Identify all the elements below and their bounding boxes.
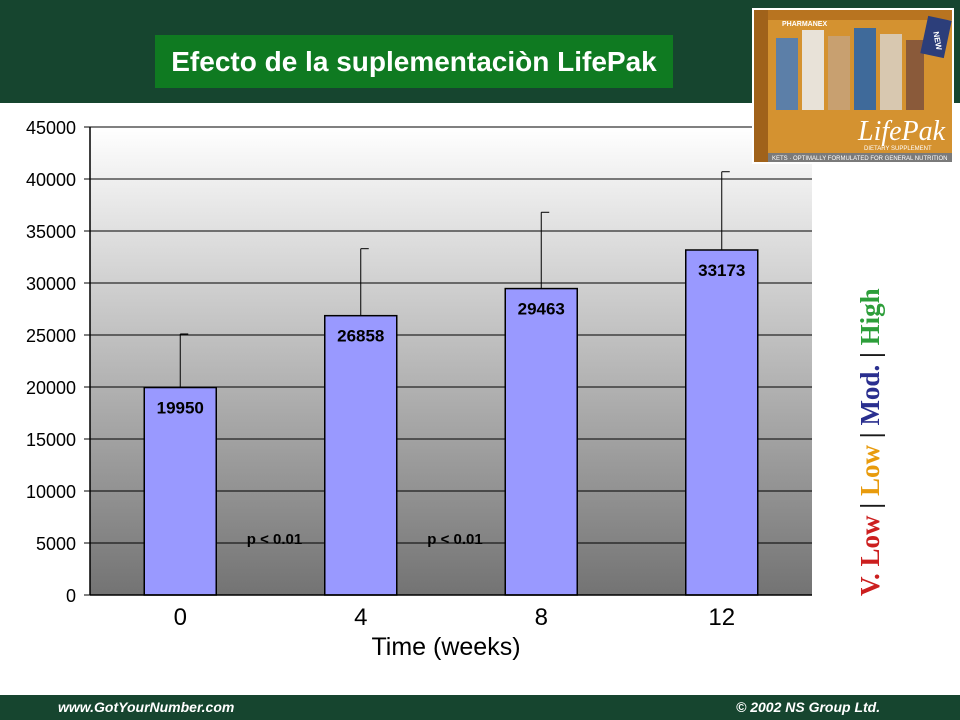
y-tick-label: 10000	[26, 482, 76, 502]
x-tick-label: 8	[535, 604, 548, 631]
y-tick-label: 35000	[26, 222, 76, 242]
data-label: 33173	[698, 261, 745, 280]
y-tick-label: 5000	[36, 534, 76, 554]
legend-low: Low	[855, 445, 885, 497]
x-tick-label: 0	[174, 604, 187, 631]
significance-annotation: p < 0.01	[427, 531, 482, 548]
y-tick-label: 20000	[26, 378, 76, 398]
legend-high: High	[855, 288, 885, 346]
legend-very-low: V. Low	[855, 515, 885, 596]
footer-band: www.GotYourNumber.com © 2002 NS Group Lt…	[0, 695, 960, 720]
bar	[504, 287, 578, 596]
bar	[685, 249, 759, 596]
y-tick-label: 0	[66, 586, 76, 606]
product-subtitle: DIETARY SUPPLEMENT	[864, 146, 932, 152]
footer-website: www.GotYourNumber.com	[58, 699, 235, 715]
level-legend: V. Low | Low | Mod. | High	[852, 266, 888, 596]
product-photo-strip	[776, 28, 924, 110]
data-label: 26858	[337, 327, 384, 346]
bar	[324, 314, 398, 596]
y-tick-label: 45000	[26, 118, 76, 138]
data-label: 29463	[518, 300, 565, 319]
legend-separator: |	[855, 352, 885, 359]
footer-copyright: © 2002 NS Group Ltd.	[736, 699, 881, 715]
legend-separator: |	[855, 432, 885, 439]
x-tick-label: 4	[354, 604, 367, 631]
bar	[143, 386, 217, 596]
product-name: LifePak	[857, 116, 946, 147]
title-box: Efecto de la suplementaciòn LifePak	[155, 35, 673, 88]
y-tick-label: 25000	[26, 326, 76, 346]
y-tick-label: 30000	[26, 274, 76, 294]
data-label: 19950	[157, 399, 204, 418]
y-tick-label: 40000	[26, 170, 76, 190]
product-badge: NEW	[931, 31, 943, 51]
legend-separator: |	[855, 502, 885, 509]
significance-annotation: p < 0.01	[247, 531, 302, 548]
product-brand: PHARMANEX	[782, 21, 827, 28]
x-tick-label: 12	[708, 604, 735, 631]
x-axis-label: Time (weeks)	[371, 633, 520, 661]
legend-moderate: Mod.	[855, 364, 885, 426]
product-box-image: NEW PHARMANEX LifePak DIETARY SUPPLEMENT…	[752, 8, 954, 164]
page-title: Efecto de la suplementaciòn LifePak	[171, 46, 657, 77]
product-tagline: KETS · OPTIMALLY FORMULATED FOR GENERAL …	[772, 156, 947, 162]
y-tick-label: 15000	[26, 430, 76, 450]
